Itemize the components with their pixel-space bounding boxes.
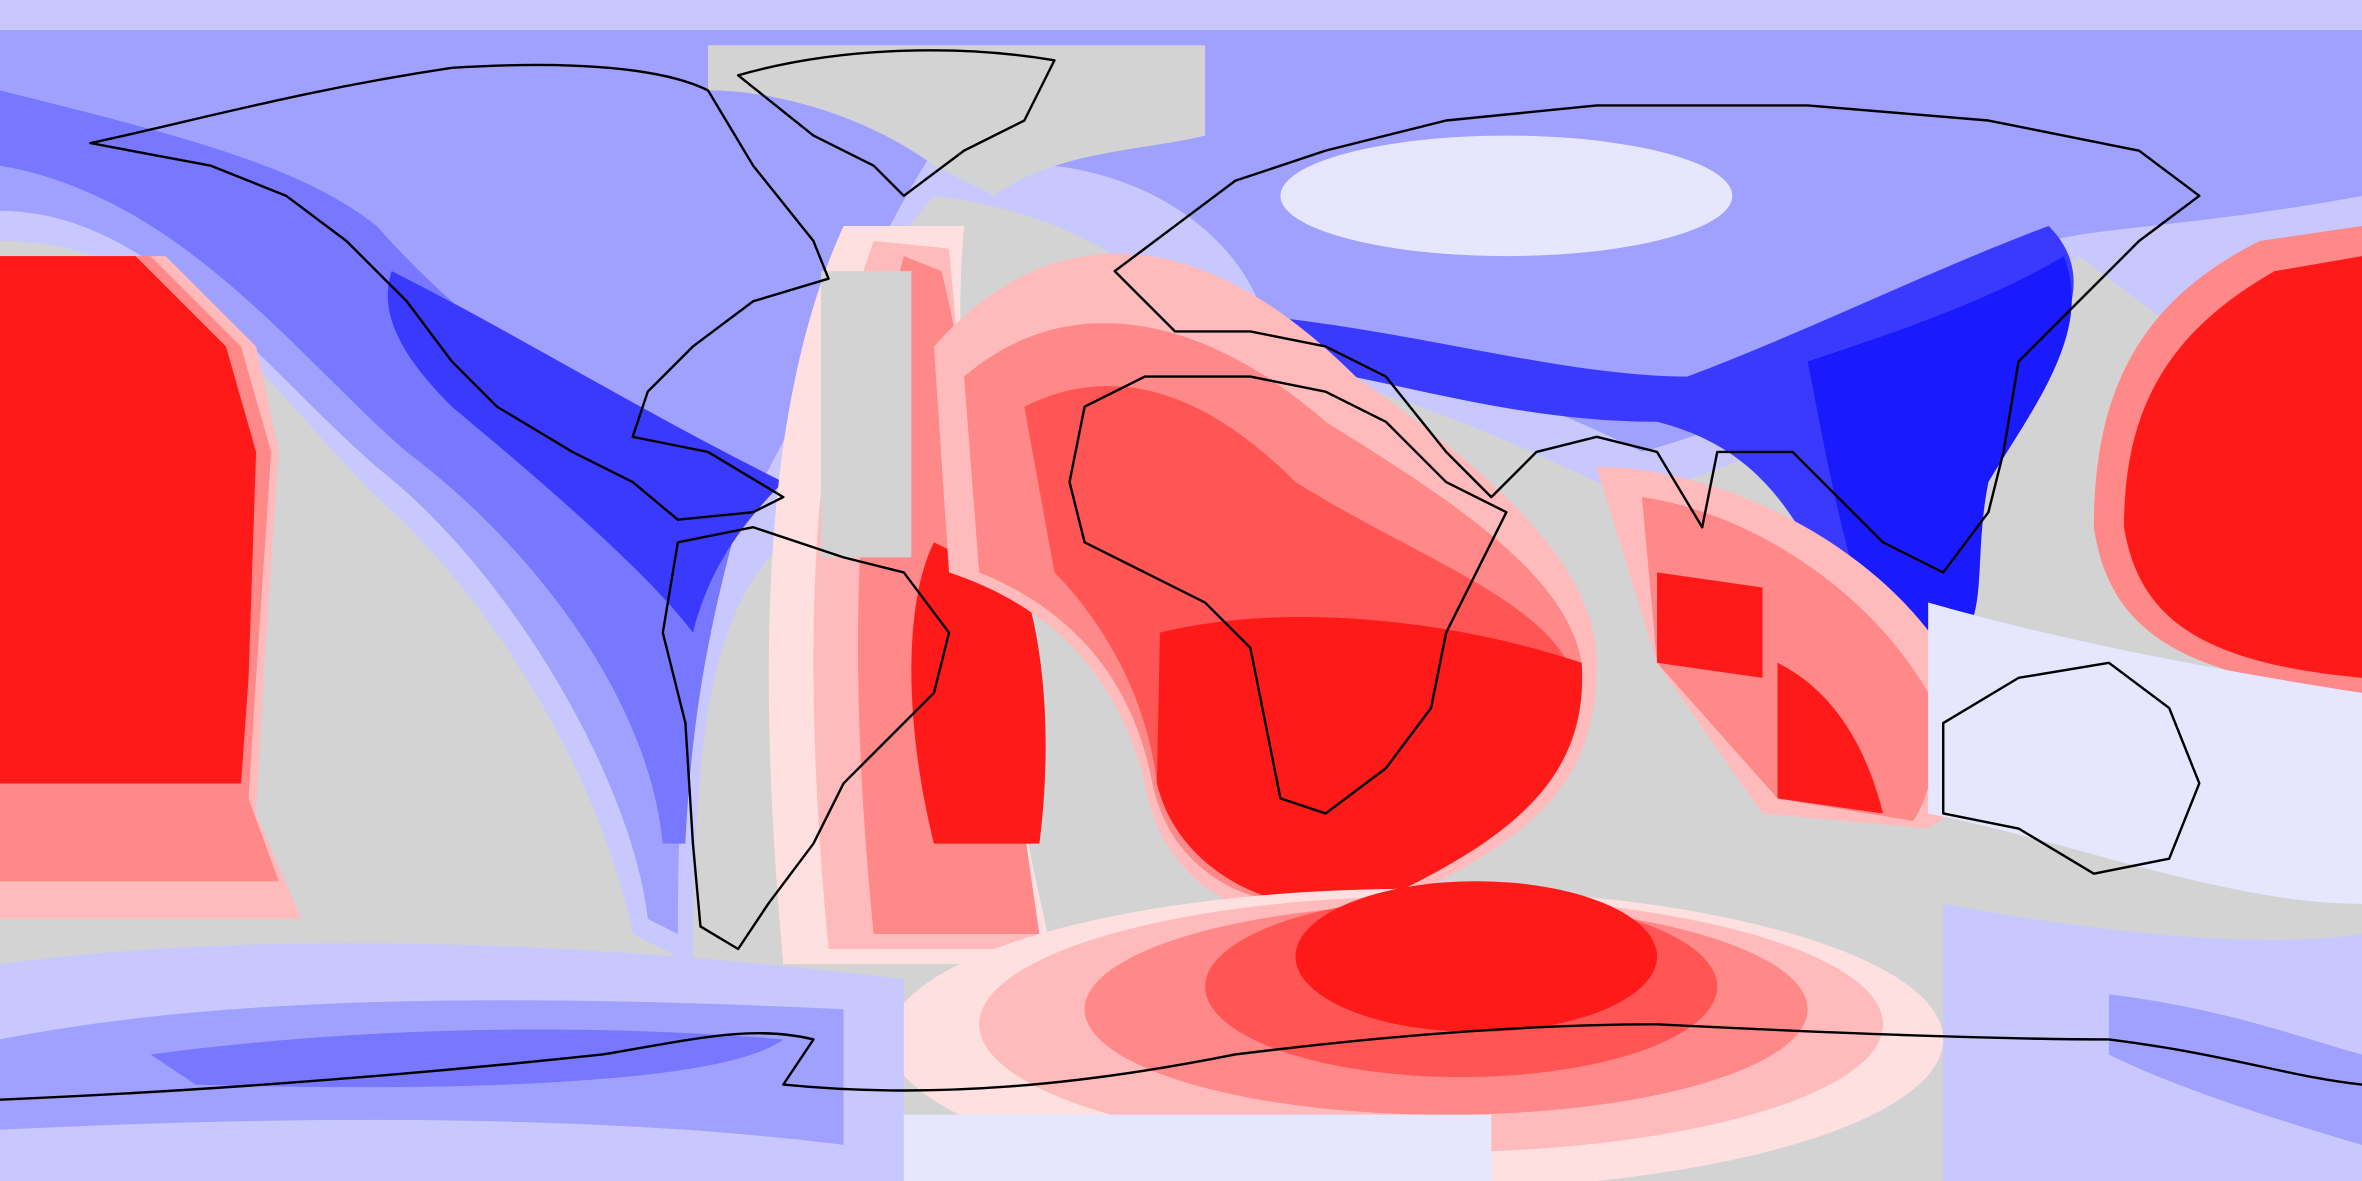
africa-red <box>933 253 1597 922</box>
coast-africa <box>1068 375 1508 815</box>
coastlines <box>0 49 2362 1101</box>
coast-south-america <box>661 526 951 951</box>
south-blue <box>0 602 2362 1181</box>
coast-greenland <box>736 49 1056 198</box>
coast-eurasia <box>1113 104 2201 574</box>
atlantic-arcs <box>768 225 1055 965</box>
coast-antarctica <box>0 1023 2362 1101</box>
indian-red <box>1596 466 1971 829</box>
pacific-red <box>0 225 2362 919</box>
band-america-dark <box>387 271 784 633</box>
band-asia-core <box>1807 256 2072 641</box>
band-mid <box>0 30 2362 934</box>
band-siberia-pale <box>1280 135 1733 257</box>
greenland-gap <box>707 45 1206 196</box>
coast-north-america <box>89 63 830 521</box>
coast-australia <box>1942 661 2201 875</box>
